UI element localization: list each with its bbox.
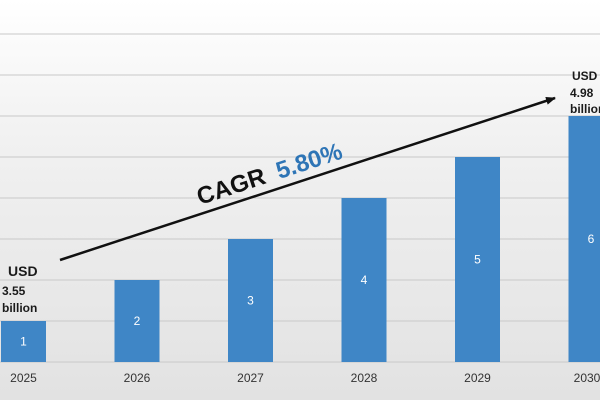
start-unit: billion bbox=[2, 301, 37, 315]
x-tick-2030: 2030 bbox=[574, 371, 600, 385]
end-value-annotation: USD 4.98 billion bbox=[570, 69, 600, 116]
bar-label-2025: 1 bbox=[20, 335, 27, 349]
x-tick-2026: 2026 bbox=[124, 371, 151, 385]
bar-label-2028: 4 bbox=[361, 273, 368, 287]
end-unit: billion bbox=[570, 102, 600, 116]
x-tick-2029: 2029 bbox=[464, 371, 491, 385]
growth-arrow bbox=[59, 96, 556, 262]
bar-2027 bbox=[228, 239, 273, 362]
x-tick-2025: 2025 bbox=[10, 371, 37, 385]
start-value-annotation: USD 3.55 billion bbox=[2, 263, 38, 315]
bar-layer bbox=[1, 116, 600, 362]
bar-2030 bbox=[568, 116, 600, 362]
grid-layer bbox=[0, 33, 600, 363]
start-currency: USD bbox=[8, 263, 38, 279]
end-value: 4.98 bbox=[570, 86, 594, 100]
bar-label-2026: 2 bbox=[134, 314, 141, 328]
bar-label-2029: 5 bbox=[474, 253, 481, 267]
x-tick-2027: 2027 bbox=[237, 371, 264, 385]
bar-label-2030: 6 bbox=[588, 232, 595, 246]
bar-2025 bbox=[1, 321, 46, 362]
bar-label-2027: 3 bbox=[247, 294, 254, 308]
bar-2029 bbox=[455, 157, 500, 362]
bar-2026 bbox=[114, 280, 160, 362]
end-currency: USD bbox=[572, 69, 598, 83]
start-value: 3.55 bbox=[2, 284, 26, 298]
x-tick-2028: 2028 bbox=[351, 371, 378, 385]
bar-2028 bbox=[341, 198, 387, 362]
label-layer: 1 2025 2 2026 3 2027 4 2028 5 2029 6 2030 bbox=[10, 232, 600, 385]
